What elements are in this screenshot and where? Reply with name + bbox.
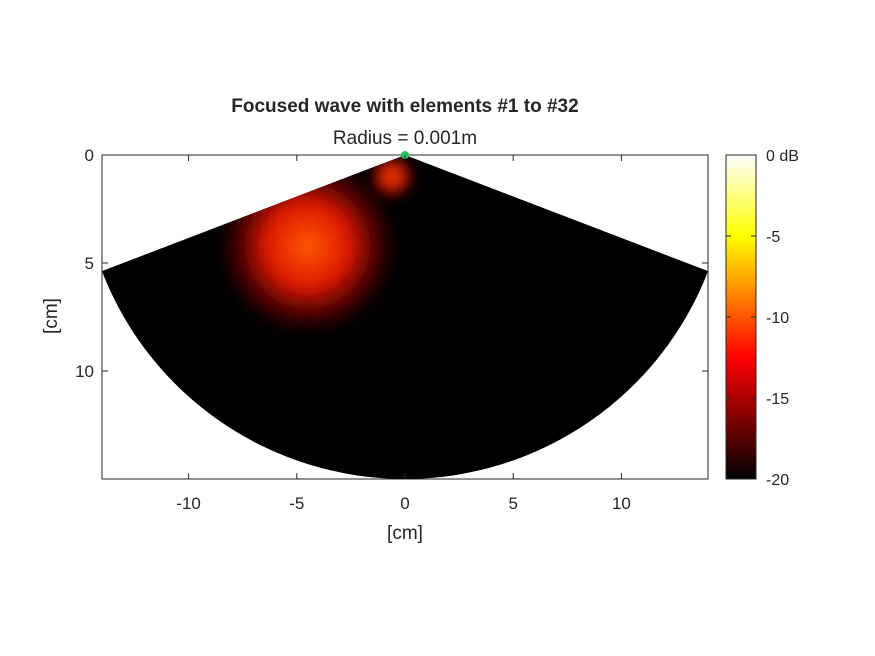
y-tick-label: 0 [85, 146, 94, 165]
intensity-blob-near [368, 155, 416, 201]
colorbar-tick-label: -5 [766, 229, 780, 246]
y-axis-ticks: 0 5 10 [75, 146, 708, 381]
colorbar-tick-label: -15 [766, 391, 789, 408]
colorbar-tick-label: 0 dB [766, 148, 799, 165]
colorbar-tick-label: -20 [766, 472, 789, 489]
colorbar-tick-label: -10 [766, 310, 789, 327]
x-tick-label: 0 [400, 494, 409, 513]
chart-title: Focused wave with elements #1 to #32 [231, 96, 578, 117]
colorbar: 0 dB -5 -10 -15 -20 [725, 148, 799, 489]
x-tick-label: 5 [508, 494, 517, 513]
y-axis-label: [cm] [41, 298, 62, 334]
chart-subtitle: Radius = 0.001m [333, 128, 477, 149]
plot-area: -10 -5 0 5 10 0 5 10 [75, 146, 709, 513]
x-tick-label: -10 [176, 494, 201, 513]
x-tick-label: 10 [612, 494, 631, 513]
x-axis-label: [cm] [387, 523, 423, 544]
x-tick-label: -5 [289, 494, 304, 513]
x-axis-ticks: -10 -5 0 5 10 [176, 155, 631, 513]
y-tick-label: 10 [75, 362, 94, 381]
colorbar-ticks: 0 dB -5 -10 -15 -20 [726, 148, 799, 489]
y-tick-label: 5 [85, 254, 94, 273]
